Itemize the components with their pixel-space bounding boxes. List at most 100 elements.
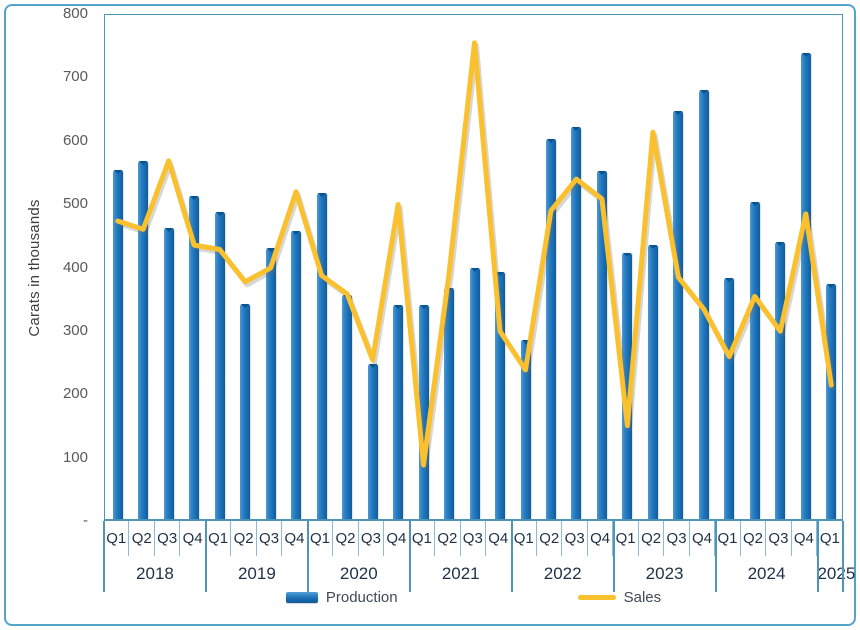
quarter-label: Q4 (180, 521, 206, 556)
quarter-label: Q4 (588, 521, 614, 556)
production-bar-series (105, 15, 842, 519)
production-bar (393, 305, 404, 519)
bar-cap-icon (725, 278, 734, 283)
year-label: 2024 (747, 564, 786, 583)
production-bar (291, 230, 302, 519)
bar-cap-icon (597, 171, 606, 176)
production-bar (647, 245, 658, 519)
legend-item-sales: Sales (577, 588, 662, 606)
production-bar (444, 288, 454, 519)
bar-cap-icon (113, 170, 122, 175)
quarter-label: Q2 (537, 521, 563, 556)
legend-production-label: Production (325, 588, 398, 606)
production-bar (367, 363, 378, 519)
bar-cap-icon (317, 192, 326, 197)
bar-cap-icon (470, 268, 479, 272)
production-bar (495, 271, 505, 519)
bar-cap-icon (215, 211, 224, 216)
production-bar (112, 170, 123, 519)
quarter-label: Q4 (384, 521, 410, 556)
quarter-label: Q4 (690, 521, 716, 556)
quarter-label: Q1 (512, 521, 537, 556)
bar-cap-icon (292, 230, 301, 235)
year-divider-line (816, 521, 819, 592)
bar-cap-icon (496, 271, 504, 276)
bar-cap-icon (139, 160, 148, 165)
quarter-label: Q2 (231, 521, 257, 556)
bar-cap-icon (750, 201, 759, 206)
production-bar (749, 201, 760, 519)
bar-cap-icon (648, 245, 657, 250)
quarter-label: Q1 (819, 530, 840, 547)
year-label: 2020 (339, 564, 378, 583)
year-label: 2022 (543, 564, 582, 583)
y-tick-label: 700 (62, 68, 88, 86)
y-tick-label: 600 (62, 131, 88, 149)
quarter-label: Q3 (461, 521, 487, 556)
production-bar (673, 110, 684, 519)
production-bar (214, 211, 225, 519)
bar-cap-icon (521, 340, 530, 345)
bar-cap-icon (241, 303, 250, 308)
year-divider-line (204, 521, 207, 592)
quarter-label: Q2 (741, 521, 767, 556)
year-divider-line (103, 521, 105, 592)
x-axis-year-labels: 2018 2019 2020 2021 2022 2023 2024 2025 (104, 556, 855, 592)
legend: Production Sales (104, 584, 843, 610)
quarter-label: Q1 (308, 521, 334, 556)
year-label: 2023 (645, 564, 684, 583)
year-label: 2021 (441, 564, 480, 583)
y-tick-label: - (83, 512, 88, 529)
y-tick-label: 500 (62, 195, 88, 213)
year-label: 2019 (237, 564, 276, 583)
bar-cap-icon (445, 288, 453, 293)
x-axis-quarter-labels: Q1 Q2 Q3 Q4 Q1 Q2 Q3 Q4 Q1 Q2 Q3 Q4 Q1 Q2 Q3 Q4 Q1 Q2 Q3 Q4… (104, 521, 843, 556)
production-bar (342, 295, 353, 519)
quarter-label: Q3 (155, 521, 181, 556)
quarter-label: Q4 (792, 521, 818, 556)
y-tick-label: 200 (62, 385, 88, 403)
year-divider-line (714, 521, 717, 592)
production-bar (596, 171, 607, 519)
quarter-label: Q1 (104, 521, 130, 556)
production-bar (622, 252, 633, 519)
legend-item-production: Production (285, 588, 398, 606)
quarter-label: Q1 (613, 521, 639, 556)
quarter-label: Q4 (282, 521, 308, 556)
production-swatch-icon (285, 591, 318, 603)
plot-area (104, 14, 843, 521)
bar-cap-icon (190, 195, 199, 200)
year-divider-line (842, 521, 844, 592)
y-tick-label: 800 (62, 5, 88, 22)
production-bar (316, 192, 327, 519)
quarter-label: Q1 (206, 521, 232, 556)
production-bar (418, 305, 429, 519)
y-tick-label: 100 (62, 448, 88, 466)
quarter-label: Q3 (562, 521, 588, 556)
production-bar (826, 283, 837, 519)
year-divider-line (510, 521, 513, 592)
bar-cap-icon (368, 363, 377, 368)
y-tick-label: 300 (62, 321, 88, 339)
legend-sales-label: Sales (623, 588, 662, 606)
bar-cap-icon (674, 110, 683, 115)
production-bar (469, 268, 480, 519)
year-label: 2025 (817, 564, 856, 583)
bar-cap-icon (343, 295, 352, 300)
production-bar (800, 52, 811, 519)
sales-swatch-icon (577, 594, 616, 600)
bar-cap-icon (164, 227, 173, 232)
bar-cap-icon (572, 127, 581, 132)
quarter-label: Q3 (257, 521, 283, 556)
quarter-label: Q2 (333, 521, 359, 556)
bar-cap-icon (699, 90, 708, 94)
bar-cap-icon (776, 242, 785, 247)
quarter-label: Q2 (129, 521, 155, 556)
production-bar (189, 195, 200, 519)
y-tick-label: 400 (62, 258, 88, 276)
year-divider-line (306, 521, 309, 592)
bar-cap-icon (394, 305, 403, 310)
quarter-label: Q1 (715, 521, 741, 556)
bar-cap-icon (827, 283, 836, 288)
